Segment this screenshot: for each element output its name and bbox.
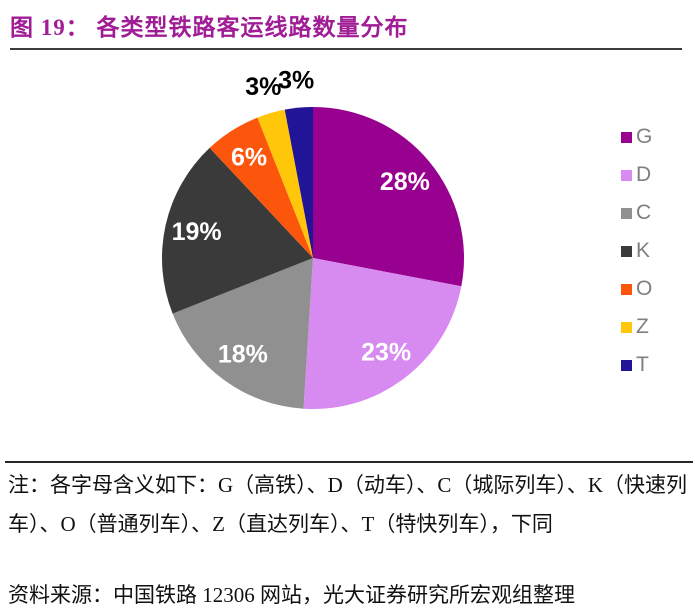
legend-label-K: K: [636, 239, 651, 262]
legend-label-C: C: [636, 201, 652, 224]
notes-divider: [5, 461, 693, 463]
pie-slice-D: [303, 258, 462, 409]
legend-swatch-C: [621, 207, 632, 219]
legend-item-D: D: [621, 164, 652, 186]
pie-label-G: 28%: [380, 168, 430, 196]
pie-label-O: 6%: [231, 143, 267, 171]
legend-item-G: G: [621, 126, 652, 148]
pie-slice-Z: [257, 109, 313, 258]
legend-label-D: D: [636, 163, 652, 186]
pie-label-Z: 3%: [245, 73, 281, 101]
legend-swatch-O: [621, 283, 632, 295]
legend-swatch-D: [621, 169, 632, 181]
legend-item-C: C: [621, 202, 652, 224]
legend-swatch-G: [621, 131, 632, 143]
pie-label-K: 19%: [172, 218, 222, 246]
pie-slice-C: [172, 258, 313, 409]
pie-label-T: 3%: [278, 67, 314, 95]
legend-item-O: O: [621, 278, 652, 300]
pie-chart: 28% 23% 18% 19% 6% 3%3%: [161, 67, 465, 409]
legend-label-O: O: [636, 277, 653, 300]
legend-label-G: G: [636, 125, 653, 148]
title-underline: [10, 48, 682, 50]
figure-title: 图 19： 各类型铁路客运线路数量分布: [10, 15, 409, 40]
legend-item-K: K: [621, 240, 652, 262]
legend-item-T: T: [621, 354, 652, 376]
figure-note: 注：各字母含义如下：G（高铁）、D（动车）、C（城际列车）、K（快速列车）、O（…: [8, 473, 688, 536]
pie-slice-T: [284, 107, 313, 258]
legend-item-Z: Z: [621, 316, 652, 338]
legend-label-Z: Z: [636, 315, 649, 338]
legend-swatch-T: [621, 359, 632, 371]
figure-source: 资料来源：中国铁路 12306 网站，光大证券研究所宏观组整理: [8, 583, 575, 607]
pie-slice-K: [161, 147, 313, 314]
legend-swatch-Z: [621, 321, 632, 333]
pie-label-C: 18%: [218, 341, 268, 369]
pie-label-D: 23%: [361, 338, 411, 366]
pie-slice-G: [313, 107, 465, 287]
pie-slice-O: [209, 117, 313, 258]
legend-swatch-K: [621, 245, 632, 257]
legend-label-T: T: [636, 353, 649, 376]
